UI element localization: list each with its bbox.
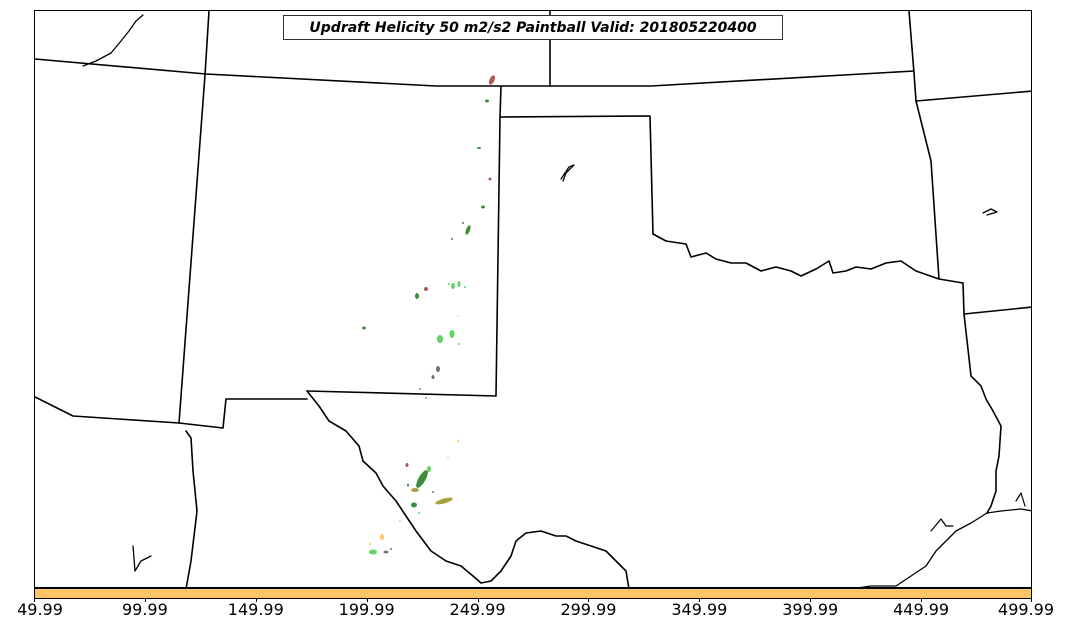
boundary-west-diag (35, 396, 180, 424)
swath (405, 463, 409, 467)
colorbar-tick-mark (921, 598, 923, 602)
boundary-mo-north (915, 90, 1031, 102)
colorbar-tick-label: 499.99 (998, 600, 1054, 619)
swath (458, 343, 460, 345)
colorbar-tick-mark (255, 598, 257, 602)
swath (425, 397, 427, 399)
swath (449, 330, 455, 338)
swath (369, 549, 377, 555)
boundary-rio-grande (306, 390, 630, 587)
boundary-panhandle (499, 85, 654, 235)
boundary-nebraska-kansas-west (178, 11, 210, 424)
swath (369, 542, 371, 546)
colorbar-tick-label: 399.99 (782, 600, 839, 619)
colorbar-tick-mark (144, 598, 146, 602)
colorbar-tick-label: 299.99 (560, 600, 617, 619)
swath (451, 283, 455, 289)
swath (432, 491, 434, 493)
colorbar-tick-label: 149.99 (227, 600, 284, 619)
swath (477, 147, 481, 149)
lake-mo (982, 208, 998, 216)
swath (448, 283, 450, 285)
swath (485, 99, 489, 103)
colorbar-tick-mark (810, 598, 812, 602)
swath (418, 512, 420, 514)
colorbar-tick-label: 449.99 (893, 600, 950, 619)
map-canvas (35, 11, 1031, 587)
boundary-tx-east (962, 282, 1002, 514)
swath (411, 502, 417, 508)
colorbar-tick-label: 249.99 (449, 600, 506, 619)
swath (457, 315, 459, 317)
coastline-small (1015, 492, 1026, 507)
colorbar-tick-label: 99.99 (121, 600, 168, 619)
swath (416, 470, 428, 488)
swath (419, 388, 421, 390)
swath (407, 483, 409, 487)
swath (464, 286, 466, 288)
map-title: Updraft Helicity 50 m2/s2 Paintball Vali… (283, 15, 783, 40)
coastline-bay (930, 518, 954, 532)
swath (427, 466, 431, 472)
swath (437, 335, 443, 343)
colorbar-tick-mark (1031, 598, 1032, 602)
lake-ks (560, 164, 575, 182)
colorbar-tick-label: 349.99 (671, 600, 728, 619)
boundary-tx-coast (859, 508, 1031, 587)
colorbar (34, 588, 1032, 599)
boundary-ok-mo-ar (915, 100, 940, 280)
boundary-ks-mo (908, 11, 917, 102)
swath (435, 497, 453, 505)
swath (481, 205, 485, 209)
lake-ne (82, 14, 144, 67)
colorbar-tick-mark (477, 598, 479, 602)
lake-az (132, 545, 152, 572)
swath (390, 548, 392, 550)
swath (462, 222, 464, 224)
map-frame (34, 10, 1032, 588)
swath (424, 287, 428, 291)
boundary-az-nm-lower (185, 430, 198, 587)
swath (457, 281, 461, 287)
colorbar-tick-mark (34, 598, 35, 602)
colorbar-tick-mark (699, 598, 701, 602)
swath (436, 366, 440, 372)
swath (488, 177, 492, 181)
swath (383, 550, 389, 554)
boundary-nm-south (178, 398, 308, 429)
swath (431, 375, 435, 379)
swath (399, 520, 401, 522)
paintball-swaths (362, 75, 496, 555)
swath (457, 439, 459, 443)
colorbar-tick-label: 199.99 (338, 600, 395, 619)
swath (447, 456, 449, 458)
swath (415, 293, 419, 299)
colorbar-tick-mark (588, 598, 590, 602)
colorbar-tick-label: 49.99 (17, 600, 63, 619)
swath (380, 534, 384, 540)
colorbar-tick-mark (366, 598, 368, 602)
swath (451, 238, 453, 240)
swath (362, 326, 366, 330)
swath (465, 225, 471, 235)
boundary-nm-tx-north (306, 116, 501, 397)
boundary-ar-la (963, 306, 1031, 315)
swath (488, 75, 496, 85)
swath (411, 488, 419, 492)
boundary-red-river (652, 233, 964, 284)
boundary-colorado-north (35, 58, 915, 87)
